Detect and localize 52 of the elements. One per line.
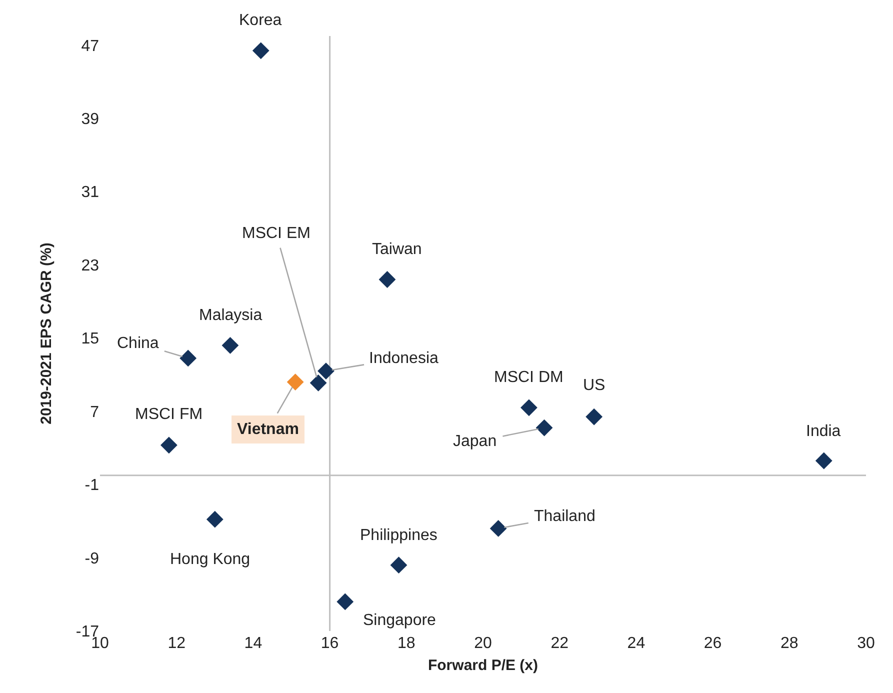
- point: [536, 419, 553, 436]
- point: [815, 452, 832, 470]
- x-axis-title: Forward P/E (x): [428, 657, 538, 674]
- annotation: India: [806, 423, 841, 440]
- point: [310, 374, 327, 392]
- annotation: Korea: [239, 12, 282, 29]
- annotation: US: [583, 377, 606, 394]
- y-tick-label: 23: [81, 257, 100, 274]
- point: [206, 510, 224, 528]
- y-tick-label: 15: [81, 330, 100, 348]
- annotation: Vietnam: [237, 421, 299, 438]
- x-tick-label: 22: [550, 635, 569, 652]
- x-tick-label: 16: [320, 635, 339, 652]
- point: [160, 436, 178, 454]
- point: [520, 399, 538, 416]
- x-tick-label: 24: [627, 635, 646, 652]
- x-tick-label: 30: [857, 635, 875, 652]
- y-tick-label: -1: [84, 477, 100, 494]
- annotation: Philippines: [360, 527, 438, 544]
- annotation: MSCI DM: [494, 369, 564, 386]
- x-tick-label: 26: [704, 635, 722, 652]
- point: [378, 271, 396, 288]
- annotation: MSCI FM: [135, 406, 203, 423]
- point: [222, 336, 239, 354]
- x-tick-label: 18: [398, 635, 416, 652]
- point: [490, 520, 507, 537]
- y-tick-label: 31: [81, 184, 100, 202]
- y-tick-label: -9: [84, 550, 100, 568]
- x-tick-label: 20: [474, 635, 492, 652]
- point: [252, 42, 270, 60]
- point: [586, 408, 603, 426]
- point: [318, 362, 334, 380]
- annotation: Japan: [453, 433, 497, 450]
- annotation: Taiwan: [372, 241, 422, 258]
- annotation: Hong Kong: [170, 551, 250, 568]
- annotation: China: [117, 335, 159, 352]
- y-tick-label: 7: [90, 404, 100, 421]
- y-axis-title: 2019-2021 EPS CAGR (%): [38, 242, 56, 424]
- annotation: Thailand: [534, 508, 596, 525]
- y-tick-label: 39: [81, 110, 100, 128]
- annotation: Singapore: [363, 612, 436, 629]
- point: [336, 593, 354, 610]
- x-tick-label: 28: [780, 635, 798, 652]
- x-tick-label: 14: [244, 635, 262, 652]
- annotation: Malaysia: [199, 307, 262, 324]
- x-tick-label: 12: [168, 635, 186, 652]
- point: [390, 556, 408, 574]
- point: [286, 374, 304, 390]
- point: [180, 350, 197, 367]
- annotation: Indonesia: [369, 350, 438, 367]
- annotation: MSCI EM: [242, 225, 310, 242]
- y-tick-label: 47: [81, 38, 100, 55]
